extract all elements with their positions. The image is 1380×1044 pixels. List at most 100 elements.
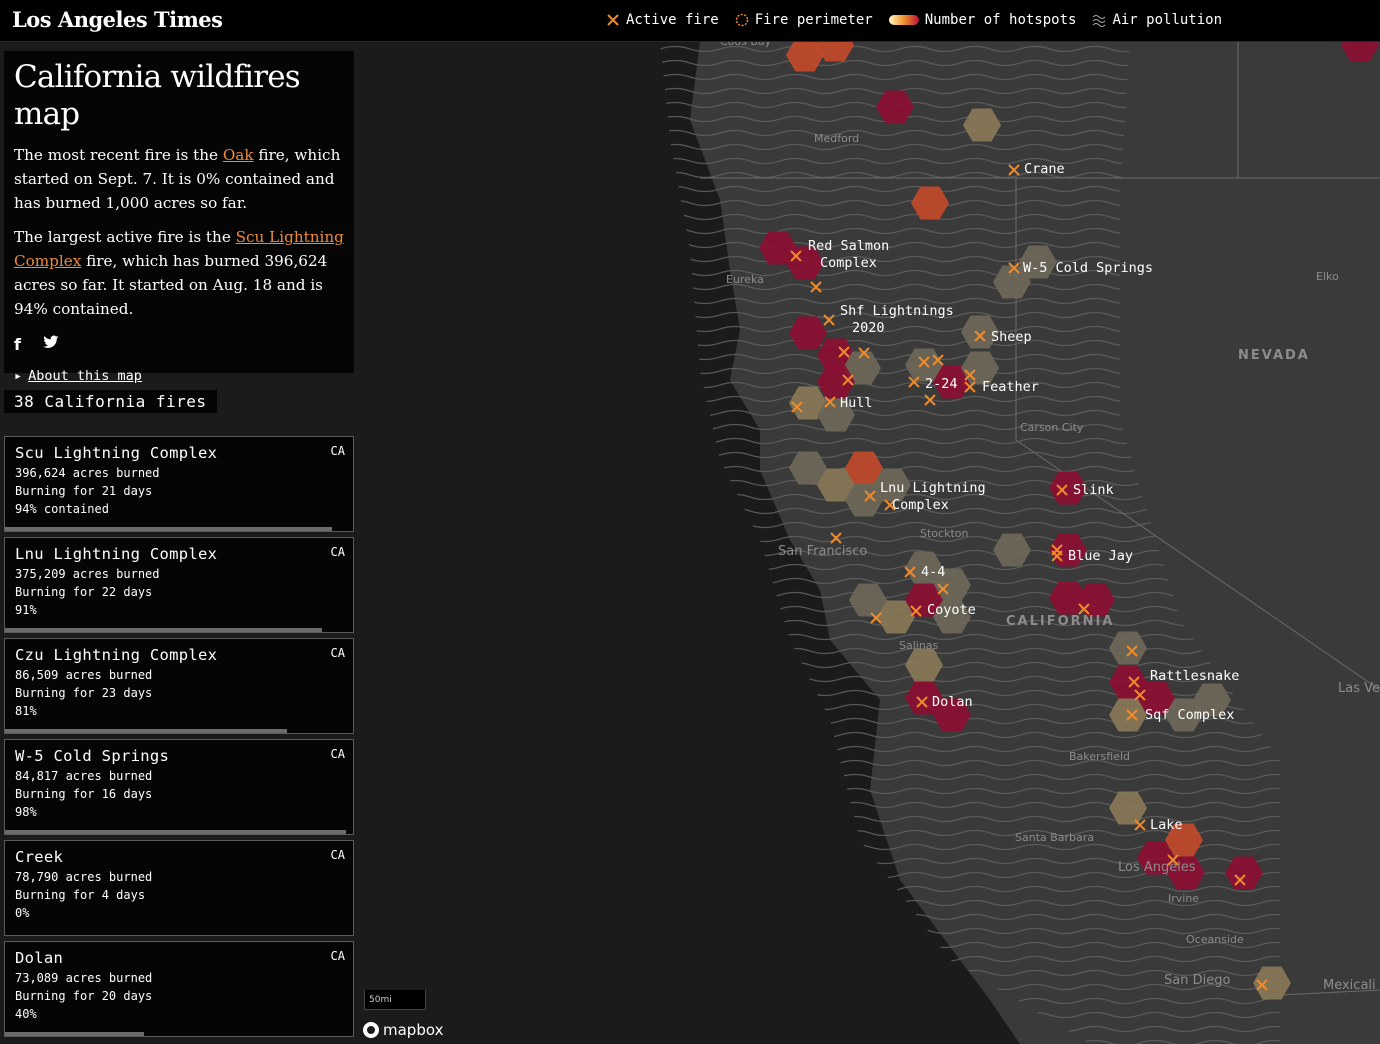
fire-label[interactable]: Feather (982, 379, 1039, 395)
active-fire-mark[interactable] (838, 346, 850, 358)
legend-hotspots: Number of hotspots (888, 12, 1076, 28)
hotspot-hex (933, 600, 971, 634)
oak-fire-link[interactable]: Oak (222, 146, 254, 165)
active-fire-mark[interactable] (1078, 603, 1090, 615)
active-fire-mark[interactable] (830, 532, 842, 544)
fire-label[interactable]: Coyote (927, 602, 976, 618)
containment-bar (5, 628, 322, 632)
fire-card[interactable]: Lnu Lightning Complex CA 375,209 acres bur… (4, 537, 354, 633)
active-fire-mark[interactable] (790, 250, 802, 262)
active-fire-mark[interactable] (791, 401, 803, 413)
site-logo[interactable]: Los Angeles Times (12, 7, 223, 32)
active-fire-mark[interactable] (1008, 262, 1020, 274)
fire-card[interactable]: Dolan CA 73,089 acres burned Burning for 20… (4, 941, 354, 1037)
fire-card[interactable]: Czu Lightning Complex CA 86,509 acres burn… (4, 638, 354, 734)
fire-label[interactable]: W-5 Cold Springs (1023, 260, 1153, 276)
fire-label[interactable]: Sheep (991, 329, 1032, 345)
fire-label[interactable]: Sqf Complex (1145, 707, 1234, 723)
active-fire-mark[interactable] (1134, 819, 1146, 831)
fire-label[interactable]: Blue Jay (1068, 548, 1133, 564)
active-fire-mark[interactable] (932, 354, 944, 366)
hotspot-hex (993, 265, 1031, 299)
active-fire-mark[interactable] (1126, 709, 1138, 721)
fire-card[interactable]: Scu Lightning Complex CA 396,624 acres bur… (4, 436, 354, 532)
active-fire-mark[interactable] (864, 490, 876, 502)
active-fire-mark[interactable] (1134, 689, 1146, 701)
active-fire-mark[interactable] (1256, 979, 1268, 991)
place-label: Las Vegas (1338, 681, 1380, 696)
active-fire-mark[interactable] (824, 396, 836, 408)
containment-bar (5, 830, 347, 834)
page-title: California wildfires map (14, 59, 301, 133)
hotspot-hex (817, 365, 855, 399)
largest-fire-text: The largest active fire is the Scu Light… (14, 225, 344, 321)
fire-acres: 73,089 acres burned (15, 971, 153, 985)
twitter-icon[interactable] (42, 335, 59, 349)
place-label: Mexicali (1323, 978, 1376, 993)
fire-label[interactable]: Complex (892, 497, 949, 513)
fire-label[interactable]: Dolan (932, 694, 973, 710)
active-fire-mark[interactable] (870, 612, 882, 624)
fire-label[interactable]: Lake (1150, 817, 1183, 833)
active-fire-mark[interactable] (858, 347, 870, 359)
place-label: Los Angeles (1118, 860, 1196, 875)
fire-label[interactable]: Lnu Lightning (880, 480, 986, 496)
fire-containment: 40% (15, 1007, 37, 1021)
hotspot-hex (873, 468, 911, 502)
active-fire-mark[interactable] (910, 605, 922, 617)
fire-card[interactable]: W-5 Cold Springs CA 84,817 acres burned Bur… (4, 739, 354, 835)
fire-label[interactable]: Red Salmon (808, 238, 889, 254)
fire-card[interactable]: Creek CA 78,790 acres burned Burning for 4 … (4, 840, 354, 936)
active-fire-mark[interactable] (918, 356, 930, 368)
hotspot-hex (876, 90, 914, 124)
gradient-icon (888, 15, 919, 25)
fire-label[interactable]: Crane (1024, 161, 1065, 177)
hotspot-hex (963, 108, 1001, 142)
active-fire-mark[interactable] (1128, 676, 1140, 688)
active-fire-mark[interactable] (1234, 874, 1246, 886)
active-fire-mark[interactable] (884, 499, 896, 511)
fire-marks[interactable] (790, 164, 1268, 991)
active-fire-mark[interactable] (964, 369, 976, 381)
fire-label[interactable]: 2020 (852, 320, 885, 336)
fire-label[interactable]: Hull (840, 395, 873, 411)
fire-label[interactable]: Complex (820, 255, 877, 271)
caret-right-icon: ▸ (14, 368, 23, 385)
hotspot-hex (789, 451, 827, 485)
active-fire-mark[interactable] (1051, 550, 1063, 562)
hotspot-hex (1193, 683, 1231, 717)
fire-name: Creek (15, 848, 64, 866)
active-fire-mark[interactable] (916, 696, 928, 708)
scu-fire-link[interactable]: Scu Lightning Complex (14, 228, 344, 271)
fire-label[interactable]: Slink (1073, 482, 1114, 498)
active-fire-mark[interactable] (1126, 645, 1138, 657)
mapbox-attribution[interactable]: mapbox (362, 1021, 443, 1039)
fire-label[interactable]: 2-24 (925, 376, 958, 392)
hotspot-hex (933, 698, 971, 732)
fire-label[interactable]: Shf Lightnings (840, 303, 954, 319)
active-fire-mark[interactable] (937, 583, 949, 595)
about-map-toggle[interactable]: ▸ About this map (14, 368, 344, 384)
active-fire-mark[interactable] (904, 566, 916, 578)
active-fire-mark[interactable] (1008, 164, 1020, 176)
active-fire-mark[interactable] (842, 374, 854, 386)
facebook-icon[interactable]: f (14, 335, 21, 355)
hotspot-hex (877, 600, 915, 634)
active-fire-mark[interactable] (908, 376, 920, 388)
active-fire-mark[interactable] (1056, 484, 1068, 496)
place-label: Salinas (899, 639, 939, 652)
legend-air-pollution: Air pollution (1092, 12, 1222, 28)
active-fire-mark[interactable] (823, 314, 835, 326)
fire-label[interactable]: Rattlesnake (1150, 668, 1239, 684)
hotspot-hex (1165, 698, 1203, 732)
active-fire-mark[interactable] (810, 281, 822, 293)
hotspot-hex (1165, 823, 1203, 857)
fire-containment: 94% contained (15, 502, 109, 516)
active-fire-mark[interactable] (964, 381, 976, 393)
active-fire-mark[interactable] (924, 394, 936, 406)
fire-label[interactable]: 4-4 (921, 564, 945, 580)
fire-acres: 375,209 acres burned (15, 567, 160, 581)
active-fire-mark[interactable] (1167, 854, 1179, 866)
fire-containment: 0% (15, 906, 30, 920)
active-fire-mark[interactable] (974, 330, 986, 342)
